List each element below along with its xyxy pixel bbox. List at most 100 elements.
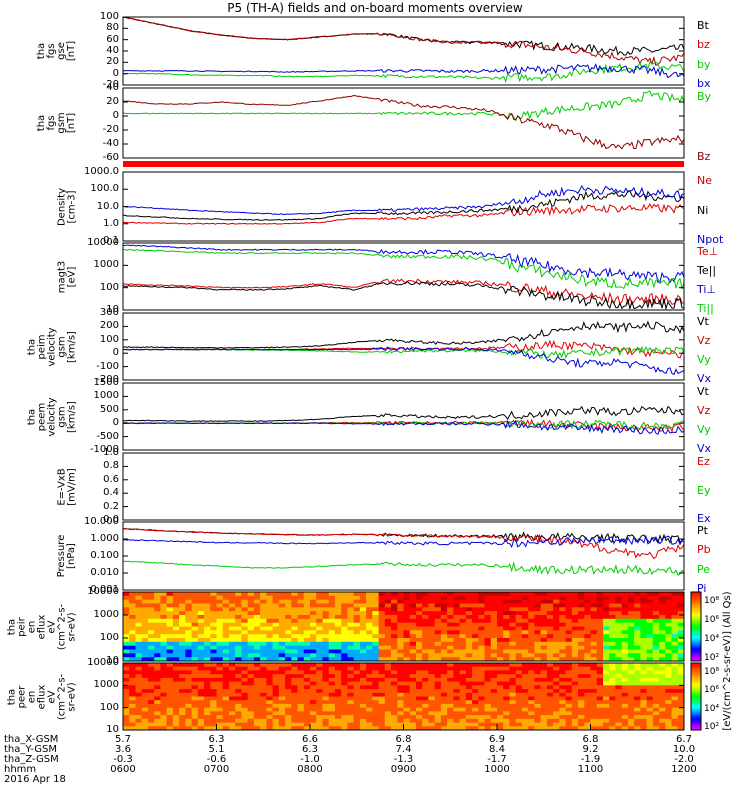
series-ne-line — [122, 203, 685, 225]
legend-Vz: Vz — [697, 334, 711, 347]
y-tick-label: 10000 — [87, 237, 119, 248]
legend-Bt: Bt — [697, 19, 709, 32]
panel-frame-peir — [122, 591, 685, 662]
legend-Pt: Pt — [697, 524, 708, 537]
y-tick-label: 10.000 — [84, 516, 119, 527]
series-by-line — [122, 90, 685, 122]
y-tick-label: 10000 — [87, 657, 119, 668]
y-tick-label: 40 — [106, 45, 119, 56]
series-pi-line — [122, 534, 685, 549]
ephemeris-value: 3.6 — [115, 744, 131, 755]
series-npot-line — [122, 184, 685, 216]
y-tick-label: 300 — [99, 307, 119, 318]
ephemeris-value: 6.3 — [208, 734, 225, 745]
legend-Ey: Ey — [697, 483, 711, 497]
y-axis-label-density: Density [cm-3] — [56, 187, 77, 226]
series-bz-line — [122, 94, 685, 150]
y-tick-label: 1.000 — [90, 533, 119, 544]
y-tick-label: -500 — [96, 430, 119, 442]
legend-Vx: Vx — [697, 442, 712, 455]
y-axis-label-pressure: Pressure [nPa] — [56, 534, 77, 578]
quality-flag-bar — [123, 161, 684, 167]
y-tick-label: -20 — [102, 124, 119, 135]
series-vt-line — [122, 320, 685, 349]
ephemeris-value: -2.0 — [674, 754, 694, 765]
ephemeris-value: 0700 — [203, 764, 230, 775]
y-tick-label: 1000.0 — [84, 166, 119, 177]
ephemeris-value: 0800 — [297, 764, 323, 775]
ephemeris-label: hhmm — [4, 764, 37, 775]
y-tick-label: -1000 — [89, 444, 119, 455]
y-tick-label: 1.0 — [103, 217, 119, 229]
y-tick-label: 0.010 — [90, 567, 119, 578]
y-tick-label: 0 — [112, 347, 119, 359]
ephemeris-value: 6.9 — [489, 734, 505, 745]
series-vx-line — [122, 419, 685, 436]
ephemeris-value: 0900 — [390, 764, 417, 775]
series-te-line — [122, 280, 685, 311]
y-tick-label: -100 — [96, 360, 119, 372]
y-tick-label: 100 — [99, 11, 119, 22]
legend-Vt: Vt — [697, 315, 709, 328]
ephemeris-value: 6.3 — [302, 744, 318, 755]
legend-Ex: Ex — [697, 512, 711, 525]
y-tick-label: 60 — [106, 33, 119, 45]
y-tick-label: -200 — [96, 374, 119, 385]
ephemeris-value: 6.7 — [676, 734, 692, 745]
y-tick-label: 0.0 — [103, 514, 119, 525]
colorbar-tick-label: 10⁸ — [704, 667, 720, 677]
y-tick-label: 0 — [112, 417, 119, 429]
y-tick-label: 100 — [99, 281, 119, 293]
series-vt-line — [122, 405, 685, 422]
page-title: P5 (TH-A) fields and on-board moments ov… — [227, 1, 523, 15]
y-axis-label-efield: E=-VxB [mV/m] — [56, 467, 77, 506]
y-tick-label: 20 — [106, 96, 119, 107]
series-bz-line — [122, 16, 685, 66]
y-axis-label-peir: tha peir en eflux eV (cm^2-s- sr-eV) — [6, 603, 77, 650]
y-tick-label: 0.001 — [90, 584, 119, 595]
legend-Ti||: Ti|| — [697, 302, 714, 315]
ephemeris-label: 2016 Apr 18 — [4, 774, 66, 785]
ephemeris-value: 8.4 — [489, 744, 505, 755]
y-tick-label: 0.100 — [90, 550, 119, 561]
colorbar-tick-label: 10⁴ — [704, 634, 720, 644]
y-tick-label: 0.6 — [103, 473, 119, 485]
legend-Pb: Pb — [697, 543, 711, 557]
colorbar-tick-label: 10² — [704, 722, 720, 732]
series-bx-line — [122, 63, 685, 79]
colorbar-tick-label: 10⁶ — [704, 615, 720, 625]
colorbar-tick-label: 10⁸ — [704, 596, 720, 606]
legend-Npot: Npot — [697, 233, 724, 246]
y-tick-label: 1000 — [93, 259, 119, 271]
ephemeris-value: 5.1 — [208, 744, 225, 755]
legend-Bz: Bz — [697, 150, 711, 163]
y-tick-label: 10 — [106, 655, 119, 666]
legend-Pe: Pe — [697, 562, 711, 576]
y-tick-label: 1000 — [93, 609, 119, 620]
legend-Vz: Vz — [697, 404, 711, 417]
y-tick-label: 10 — [106, 724, 119, 735]
ephemeris-value: 5.7 — [115, 734, 131, 745]
colorbar-tick-label: 10² — [704, 653, 720, 663]
legend-Vy: Vy — [697, 353, 711, 366]
series-ni-line — [123, 190, 685, 221]
legend-bz: bz — [697, 38, 710, 52]
legend-by: by — [697, 57, 711, 71]
legend-Te||: Te|| — [697, 264, 717, 277]
legend-Vy: Vy — [697, 423, 711, 436]
y-tick-label: 0.4 — [103, 487, 119, 499]
legend-Vt: Vt — [697, 385, 709, 398]
ephemeris-value: 6.6 — [302, 734, 318, 745]
ephemeris-value: 9.2 — [582, 744, 599, 755]
legend-Ne: Ne — [697, 174, 712, 187]
y-axis-label-fgs_gsm: tha fgs gsm [nT] — [36, 112, 77, 134]
y-tick-label: -20 — [102, 79, 119, 90]
legend-bx: bx — [697, 77, 711, 90]
colorbar — [690, 591, 702, 662]
y-tick-label: 10 — [106, 304, 119, 315]
ephemeris-value: -1.3 — [393, 754, 414, 765]
y-tick-label: 40 — [106, 82, 119, 93]
y-tick-label: 1000 — [93, 390, 119, 402]
panel-frame-ve — [122, 382, 685, 451]
y-axis-label-ve: tha peem velocity gsm [km/s] — [26, 396, 77, 437]
